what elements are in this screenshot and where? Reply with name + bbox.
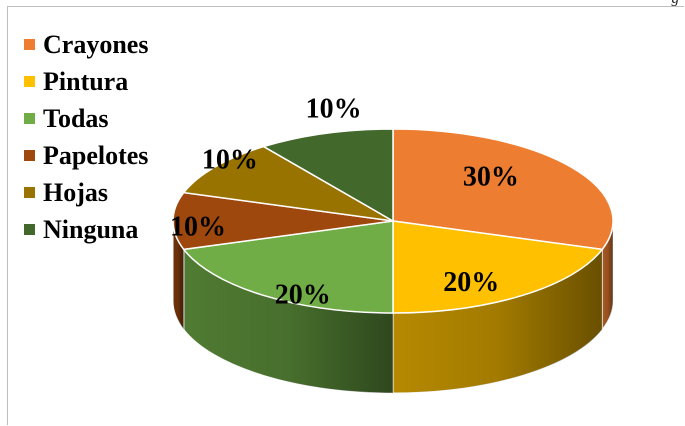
pie-slice-ninguna — [261, 128, 394, 223]
legend-swatch-pintura — [24, 76, 35, 87]
data-label-crayones: 30% — [463, 162, 519, 193]
data-label-papelotes: 10% — [170, 211, 226, 242]
legend-label-todas: Todas — [43, 103, 109, 133]
legend-item-hojas: Hojas — [24, 174, 148, 211]
pie-side-crayones — [601, 220, 614, 331]
legend-swatch-hojas — [24, 187, 35, 198]
pie-side-papelotes — [172, 220, 185, 331]
top-caption: g — [672, 0, 680, 8]
pie-side-shade — [602, 221, 613, 330]
legend-swatch-crayones — [24, 39, 35, 50]
legend-label-ninguna: Ninguna — [43, 214, 139, 244]
pie-slice-todas — [182, 220, 394, 314]
pie-side-shade — [173, 221, 184, 330]
data-label-ninguna: 10% — [306, 93, 362, 124]
legend-label-papelotes: Papelotes — [43, 140, 149, 170]
chart-frame — [7, 6, 684, 425]
legend-swatch-todas — [24, 113, 35, 124]
legend-label-crayones: Crayones — [43, 29, 149, 59]
pie-slice-papelotes — [172, 191, 394, 251]
legend-item-crayones: Crayones — [24, 26, 148, 63]
legend-label-pintura: Pintura — [43, 66, 129, 96]
pie-slice-pintura — [392, 220, 604, 314]
data-label-hojas: 10% — [202, 145, 258, 176]
pie-slice-hojas — [182, 145, 394, 222]
pie-slice-crayones — [392, 128, 614, 251]
legend-item-papelotes: Papelotes — [24, 137, 148, 174]
legend-swatch-ninguna — [24, 224, 35, 235]
pie-side-shade — [183, 249, 393, 393]
data-label-pintura: 20% — [443, 267, 499, 298]
legend-item-todas: Todas — [24, 100, 148, 137]
legend-swatch-papelotes — [24, 150, 35, 161]
legend-label-hojas: Hojas — [43, 177, 108, 207]
legend: Crayones Pintura Todas Papelotes Hojas N… — [24, 26, 148, 248]
pie-side-shade — [393, 249, 603, 393]
legend-item-ninguna: Ninguna — [24, 211, 148, 248]
data-label-todas: 20% — [275, 280, 331, 311]
legend-item-pintura: Pintura — [24, 63, 148, 100]
